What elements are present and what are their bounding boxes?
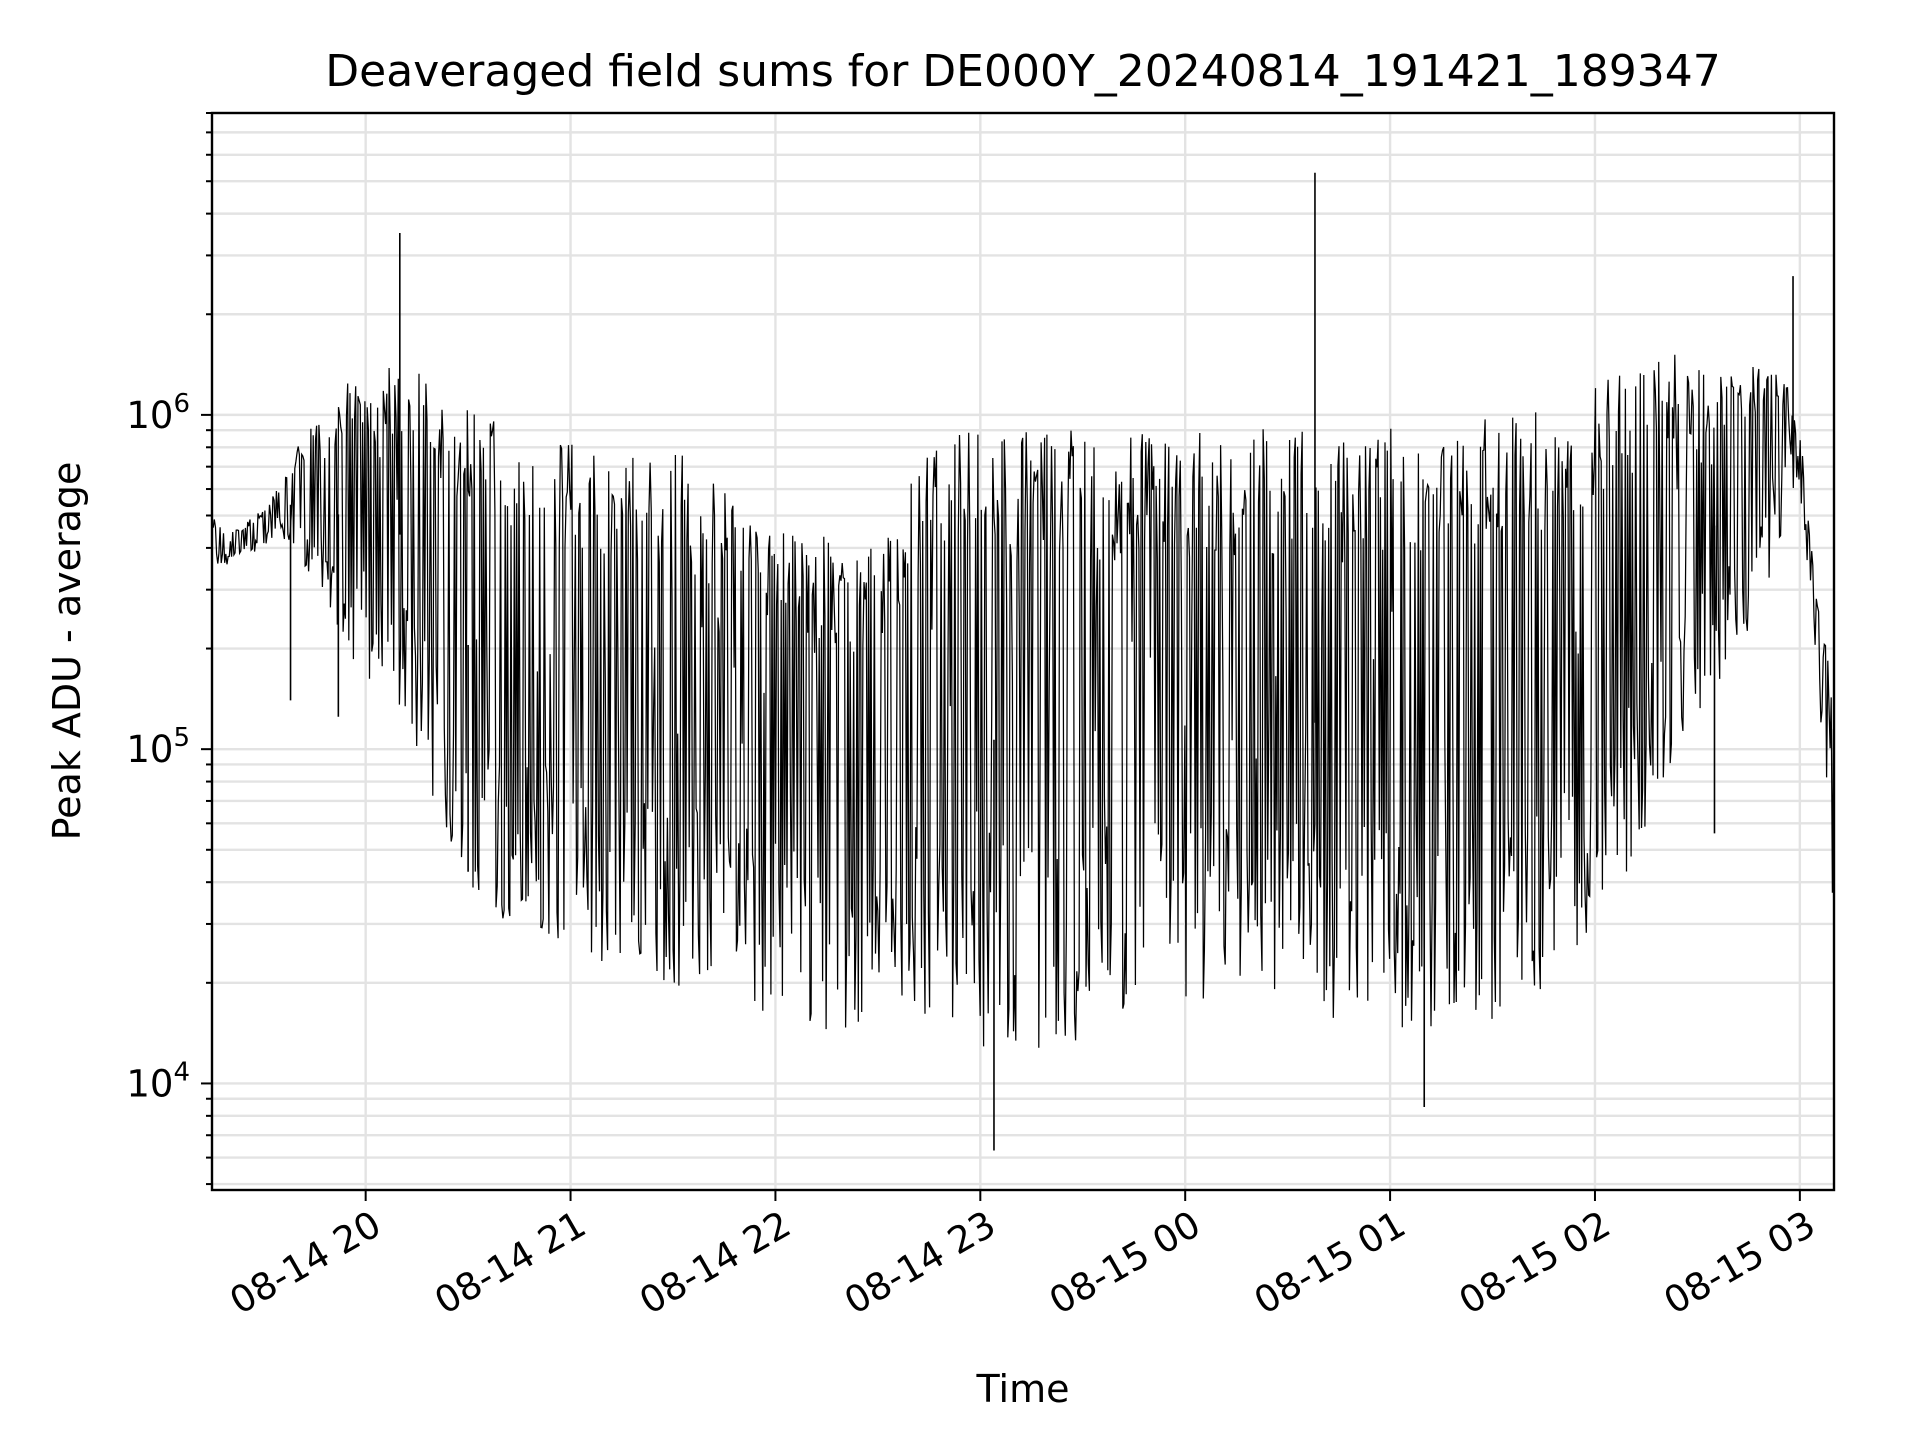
series-layer — [211, 172, 1835, 1151]
x-axis-label: Time — [976, 1367, 1070, 1411]
y-tick-label: 106 — [126, 389, 190, 437]
chart-title: Deaveraged field sums for DE000Y_2024081… — [325, 46, 1720, 97]
y-axis-label: Peak ADU - average — [45, 462, 89, 841]
series-line — [211, 354, 1835, 1048]
y-tick-label: 105 — [126, 723, 190, 771]
plot-frame — [210, 111, 1836, 1192]
y-tick-label: 104 — [126, 1057, 190, 1105]
